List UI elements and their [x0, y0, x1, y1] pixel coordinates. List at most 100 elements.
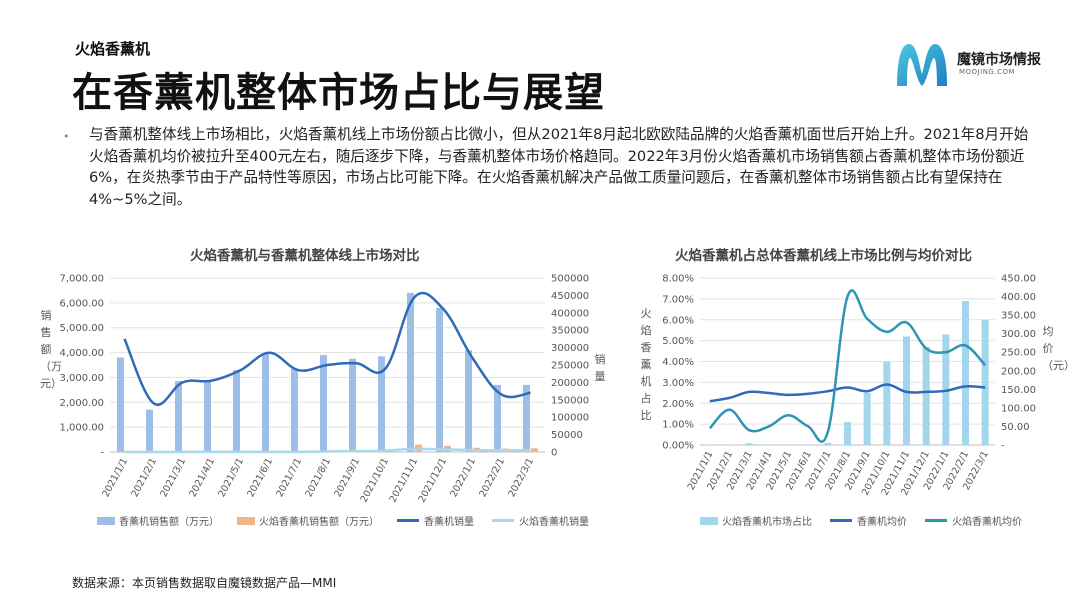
chart1-bar	[436, 307, 443, 452]
legend-label: 火焰香薰机销量	[519, 517, 589, 528]
chart1-ytick-label: -	[100, 448, 104, 459]
chart1-title: 火焰香薰机与香薰机整体线上市场对比	[190, 248, 420, 264]
legend-label: 火焰香薰机市场占比	[722, 517, 812, 528]
chart1-y2tick-label: 200000	[551, 378, 589, 389]
chart2-bar	[765, 444, 773, 445]
chart2-plot: 0.00% 1.00% 2.00% 3.00% 4.00% 5.00% 6.00% 7.00%…	[662, 274, 1036, 498]
chart1-y2tick-label: 450000	[551, 291, 589, 302]
data-source-note: 数据来源：本页销售数据取自魔镜数据产品—MMI	[72, 576, 337, 590]
chart2-y2tick-label: 400.00	[1001, 292, 1036, 303]
legend-label: 火焰香薰机均价	[952, 517, 1022, 528]
legend-item: 火焰香薰机销售额（万元）	[237, 513, 379, 528]
chart1-legend: 香薰机销售额（万元） 火焰香薰机销售额（万元） 香薰机销量 火焰香薰机销量	[97, 513, 607, 528]
chart1-y2tick-label: 50000	[551, 430, 583, 441]
chart2-y2tick-label: 50.00	[1001, 422, 1030, 433]
chart1-y2tick-label: 400000	[551, 308, 589, 319]
chart2-title: 火焰香薰机占总体香薰机线上市场比例与均价对比	[675, 248, 972, 264]
chart1-xtick-label: 2021/9/1	[332, 456, 362, 499]
chart1-bar	[146, 409, 153, 452]
chart1-ytick-label: 1,000.00	[59, 423, 104, 434]
chart1-ytick-label: 4,000.00	[59, 348, 104, 359]
chart2-y2tick-label: 350.00	[1001, 311, 1036, 322]
legend-item: 火焰香薰机均价	[925, 513, 1022, 528]
chart2-y2tick-label: -	[1001, 441, 1005, 452]
legend-item: 香薰机销量	[397, 513, 474, 528]
chart1-series-line	[123, 291, 531, 407]
chart1-y2tick-label: 500000	[551, 274, 589, 285]
bullet-dot-icon: •	[63, 130, 70, 143]
chart1-bar	[291, 368, 298, 452]
chart2-bar	[745, 443, 753, 445]
chart1-bar	[204, 381, 211, 452]
chart1-ytick-label: 5,000.00	[59, 323, 104, 334]
chart-share-price: 火焰香薰机占总体香薰机线上市场比例与均价对比 火焰香薰机占比 均价（元） 0.0…	[620, 235, 1080, 535]
chart2-bar	[824, 442, 832, 445]
legend-item: 香薰机均价	[830, 513, 907, 528]
chart2-y2tick-label: 250.00	[1001, 348, 1036, 359]
chart2-ytick-label: 7.00%	[662, 294, 694, 305]
chart1-y2tick-label: 100000	[551, 413, 589, 424]
chart1-y2tick-label: 350000	[551, 326, 589, 337]
chart1-xtick-label: 2021/3/1	[158, 456, 188, 499]
chart1-xtick-label: 2021/6/1	[245, 456, 275, 499]
logo-m-icon	[897, 44, 947, 86]
chart2-bar	[922, 346, 930, 445]
chart2-bar	[804, 444, 812, 445]
chart1-ytick-label: 7,000.00	[59, 274, 104, 285]
legend-item: 火焰香薰机销量	[492, 513, 589, 528]
chart1-xtick-label: 2021/10/1	[359, 456, 392, 504]
chart2-legend: 火焰香薰机市场占比 香薰机均价 火焰香薰机均价	[700, 513, 1040, 528]
chart1-y2label: 销量	[594, 353, 606, 383]
chart1-y2tick-label: 250000	[551, 361, 589, 372]
chart2-y2tick-label: 100.00	[1001, 403, 1036, 414]
chart1-xtick-label: 2021/1/1	[100, 456, 130, 499]
legend-swatch	[97, 516, 115, 525]
chart1-plot: - 1,000.00 2,000.00 3,000.00 4,000.00 5,000.0…	[59, 274, 589, 505]
chart2-y2tick-label: 150.00	[1001, 385, 1036, 396]
chart1-bar	[407, 292, 414, 452]
chart2-series-line	[709, 383, 986, 403]
chart1-bar	[117, 357, 124, 452]
chart1-bar	[465, 350, 472, 452]
chart2-y2tick-label: 200.00	[1001, 366, 1036, 377]
chart1-bar	[523, 384, 530, 452]
chart1-bar	[494, 384, 501, 452]
chart1-xtick-label: 2021/4/1	[187, 456, 217, 499]
chart1-y2tick-label: 0	[551, 448, 557, 459]
chart1-xtick-label: 2021/12/1	[417, 456, 450, 504]
legend-swatch	[830, 519, 852, 522]
chart1-xtick-label: 2022/1/1	[448, 456, 478, 499]
brand-logo: 魔镜市场情报 MOOJING.COM	[893, 40, 1063, 92]
legend-label: 香薰机销售额（万元）	[119, 517, 219, 528]
chart2-bar	[863, 392, 871, 445]
legend-swatch	[237, 516, 255, 525]
legend-swatch	[492, 519, 514, 522]
chart1-bar	[349, 358, 356, 452]
chart1-xtick-label: 2021/2/1	[129, 456, 159, 499]
chart2-bar	[962, 300, 969, 445]
chart1-xtick-label: 2021/5/1	[216, 456, 246, 499]
chart2-ytick-label: 3.00%	[662, 378, 694, 389]
chart1-bar	[233, 369, 240, 452]
chart2-ytick-label: 4.00%	[662, 357, 694, 368]
chart2-ylabel: 火焰香薰机占比	[640, 307, 652, 422]
chart1-bar	[320, 355, 327, 452]
chart2-bar	[883, 361, 891, 445]
legend-swatch	[397, 519, 419, 522]
chart-market-comparison: 火焰香薰机与香薰机整体线上市场对比 销售额（万元） 销量 -1,000.00 2,…	[0, 235, 606, 535]
section-subtitle: 火焰香薰机	[75, 40, 151, 58]
summary-text: 与香薰机整体线上市场相比，火焰香薰机线上市场份额占比微小，但从2021年8月起北…	[89, 126, 1029, 208]
chart2-bar	[844, 422, 851, 445]
chart1-y2tick-label: 300000	[551, 343, 589, 354]
chart1-ytick-label: 3,000.00	[59, 373, 104, 384]
logo-domain: MOOJING.COM	[959, 68, 1016, 76]
chart2-ytick-label: 0.00%	[662, 441, 694, 452]
chart1-series-line	[124, 447, 531, 454]
chart2-y2tick-label: 450.00	[1001, 274, 1036, 285]
chart2-ytick-label: 2.00%	[662, 399, 694, 410]
chart1-xtick-label: 2021/11/1	[388, 456, 421, 504]
chart2-ytick-label: 1.00%	[662, 420, 694, 431]
chart2-ytick-label: 8.00%	[662, 274, 694, 285]
legend-item: 火焰香薰机市场占比	[700, 513, 812, 528]
chart2-ytick-label: 5.00%	[662, 336, 694, 347]
